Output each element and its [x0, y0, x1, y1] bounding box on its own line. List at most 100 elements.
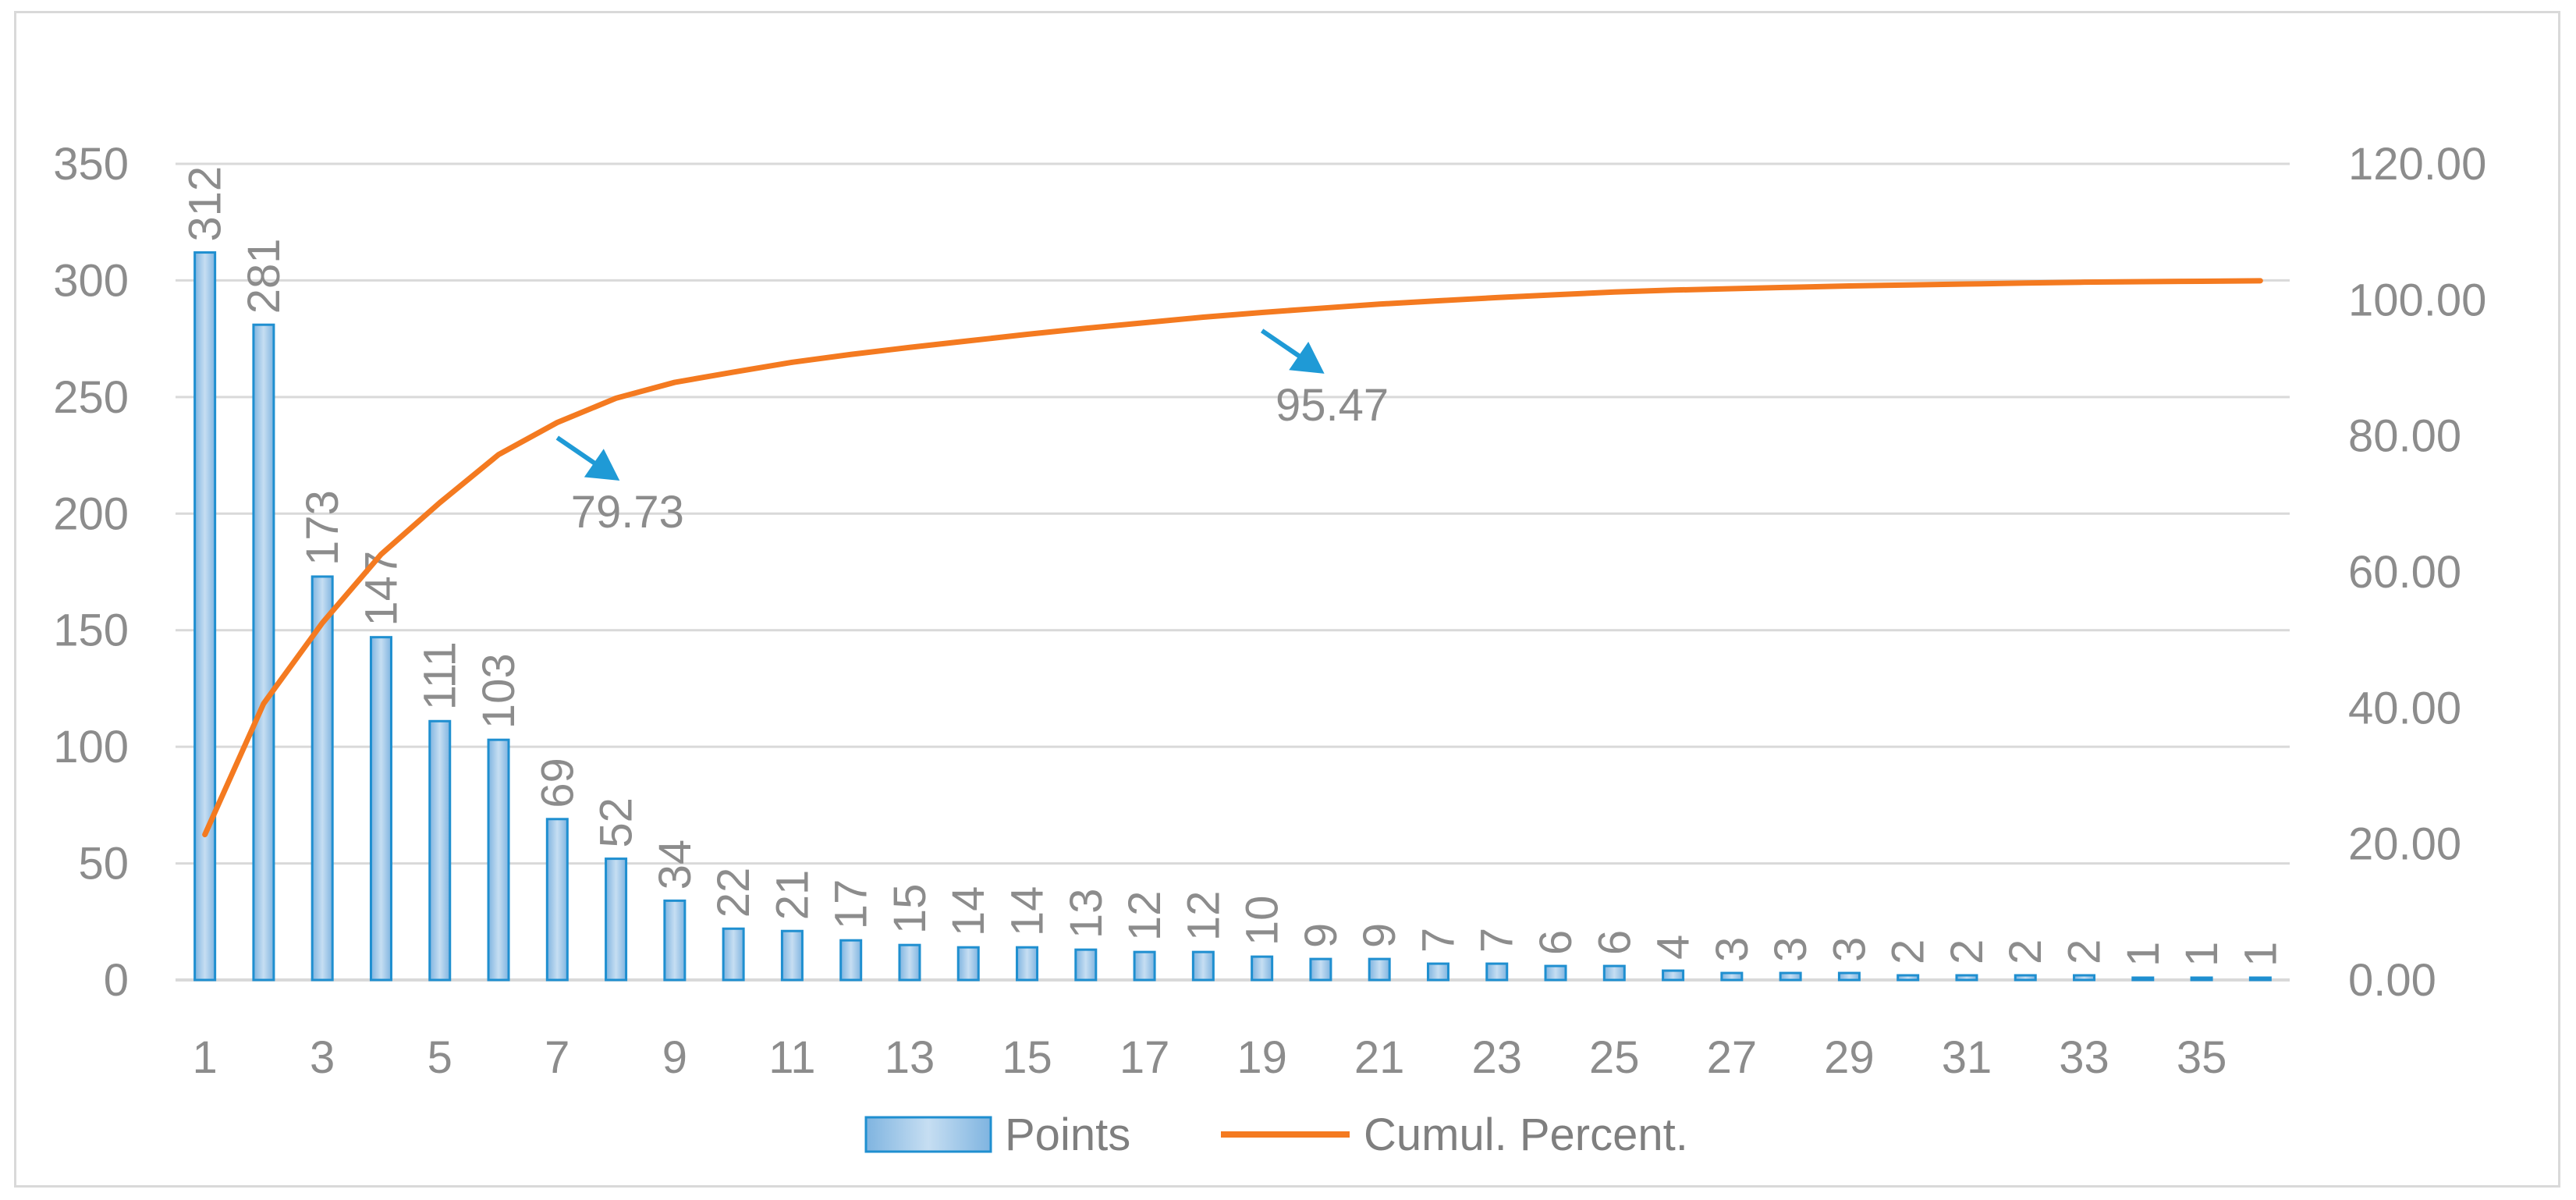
bar [1955, 974, 1978, 982]
bar-data-label: 12 [1119, 891, 1170, 942]
bar-data-label: 1 [2118, 942, 2169, 967]
left-axis-tick-label: 100 [53, 722, 129, 772]
bar [487, 738, 510, 982]
bar-data-label: 147 [356, 551, 406, 627]
legend-label-points: Points [1005, 1109, 1130, 1160]
right-axis-tick-label: 20.00 [2348, 819, 2461, 870]
bar-data-label: 103 [474, 653, 524, 729]
x-axis-tick-label: 25 [1589, 1032, 1640, 1083]
bar [2248, 976, 2272, 982]
bar-data-label: 3 [1824, 937, 1875, 962]
gridlines [176, 162, 2290, 982]
cumulative-line [202, 278, 2263, 838]
bar-data-label: 14 [1002, 886, 1053, 937]
left-axis-tick-label: 250 [53, 372, 129, 423]
bar [898, 943, 921, 982]
bar [663, 899, 687, 982]
right-axis-tick-label: 80.00 [2348, 411, 2461, 462]
x-axis-tick-label: 31 [1942, 1032, 1992, 1083]
bar-data-label: 7 [1472, 928, 1523, 953]
left-axis-tick-label: 350 [53, 139, 129, 190]
bar [839, 939, 863, 982]
bar-data-label: 14 [943, 886, 994, 937]
bar [1368, 957, 1391, 982]
bar [193, 251, 217, 982]
x-axis: 1 3 5 7 9 11 13 15 17 19 21 23 25 27 29 31 33 35 [193, 1032, 2227, 1083]
bar [1251, 955, 1274, 982]
legend-label-cumulative: Cumul. Percent. [1364, 1109, 1688, 1160]
right-axis-tick-label: 120.00 [2348, 139, 2486, 190]
bar-data-label: 34 [650, 840, 701, 890]
x-axis-tick-label: 3 [310, 1032, 335, 1083]
x-axis-tick-label: 11 [768, 1032, 815, 1083]
annotation-arrow-head [584, 449, 620, 481]
bar [369, 636, 392, 982]
bar-data-label: 52 [591, 797, 642, 848]
bar-data-label: 21 [767, 870, 818, 921]
x-axis-tick-label: 5 [428, 1032, 452, 1083]
right-axis-tick-label: 40.00 [2348, 683, 2461, 733]
legend-swatch-points [864, 1116, 992, 1153]
bar [2014, 974, 2037, 982]
bar-data-label: 2 [1883, 939, 1934, 964]
left-axis-tick-label: 50 [78, 839, 129, 889]
bar [1897, 974, 1920, 982]
bar [780, 929, 804, 982]
x-axis-tick-label: 19 [1237, 1032, 1287, 1083]
bar-data-label: 69 [532, 758, 583, 808]
chart-frame [14, 11, 2560, 1188]
cumulative-line-series [202, 278, 2263, 838]
bar-data-label: 3 [1765, 937, 1816, 962]
x-axis-tick-label: 13 [885, 1032, 935, 1083]
bar [428, 719, 452, 982]
bar-data-label: 4 [1648, 935, 1699, 960]
bar-data-label: 1 [2235, 942, 2286, 967]
x-axis-tick-label: 7 [545, 1032, 569, 1083]
bar-data-label: 312 [180, 166, 231, 242]
bars-series [193, 251, 2272, 982]
bar-data-label: 281 [239, 238, 289, 314]
bar [1426, 962, 1449, 982]
x-axis-tick-label: 27 [1707, 1032, 1758, 1083]
bar [310, 575, 334, 982]
bar [1309, 957, 1332, 982]
bar [722, 927, 745, 982]
left-y-axis: 0 50 100 150 200 250 300 350 [53, 139, 129, 1006]
bar [252, 323, 275, 982]
bar [1485, 962, 1509, 982]
bar-data-label: 3 [1707, 937, 1758, 962]
bar [1191, 950, 1215, 982]
bar [2190, 976, 2213, 982]
bar [956, 946, 980, 982]
left-axis-tick-label: 0 [104, 955, 129, 1006]
x-axis-tick-label: 1 [193, 1032, 218, 1083]
bar [1133, 950, 1156, 982]
bar-data-label: 7 [1413, 928, 1464, 953]
right-axis-tick-label: 60.00 [2348, 547, 2461, 598]
right-y-axis: 0.00 20.00 40.00 60.00 80.00 100.00 120.00 [2348, 139, 2486, 1006]
bar-data-label: 9 [1354, 923, 1405, 948]
right-axis-tick-label: 100.00 [2348, 275, 2486, 325]
bar [2131, 976, 2155, 982]
bar-data-label: 10 [1237, 896, 1288, 946]
bar-data-label: 6 [1531, 930, 1581, 955]
annotation-label: 79.73 [571, 487, 684, 538]
bar [1016, 946, 1039, 982]
bar-data-label: 12 [1178, 891, 1229, 942]
bar-data-label: 17 [826, 879, 877, 930]
bar-data-label: 15 [885, 884, 935, 935]
bar-data-label: 2 [1942, 939, 1992, 964]
x-axis-tick-label: 35 [2177, 1032, 2227, 1083]
x-axis-tick-label: 33 [2059, 1032, 2109, 1083]
bar-data-label: 13 [1061, 889, 1112, 939]
bar [545, 818, 569, 982]
right-axis-tick-label: 0.00 [2348, 955, 2436, 1006]
bar [1779, 971, 1802, 982]
x-axis-tick-label: 21 [1354, 1032, 1405, 1083]
bar-data-label: 1 [2177, 942, 2227, 967]
bar-data-label: 6 [1589, 930, 1640, 955]
bar-data-label: 9 [1296, 923, 1347, 948]
bar [1837, 971, 1861, 982]
